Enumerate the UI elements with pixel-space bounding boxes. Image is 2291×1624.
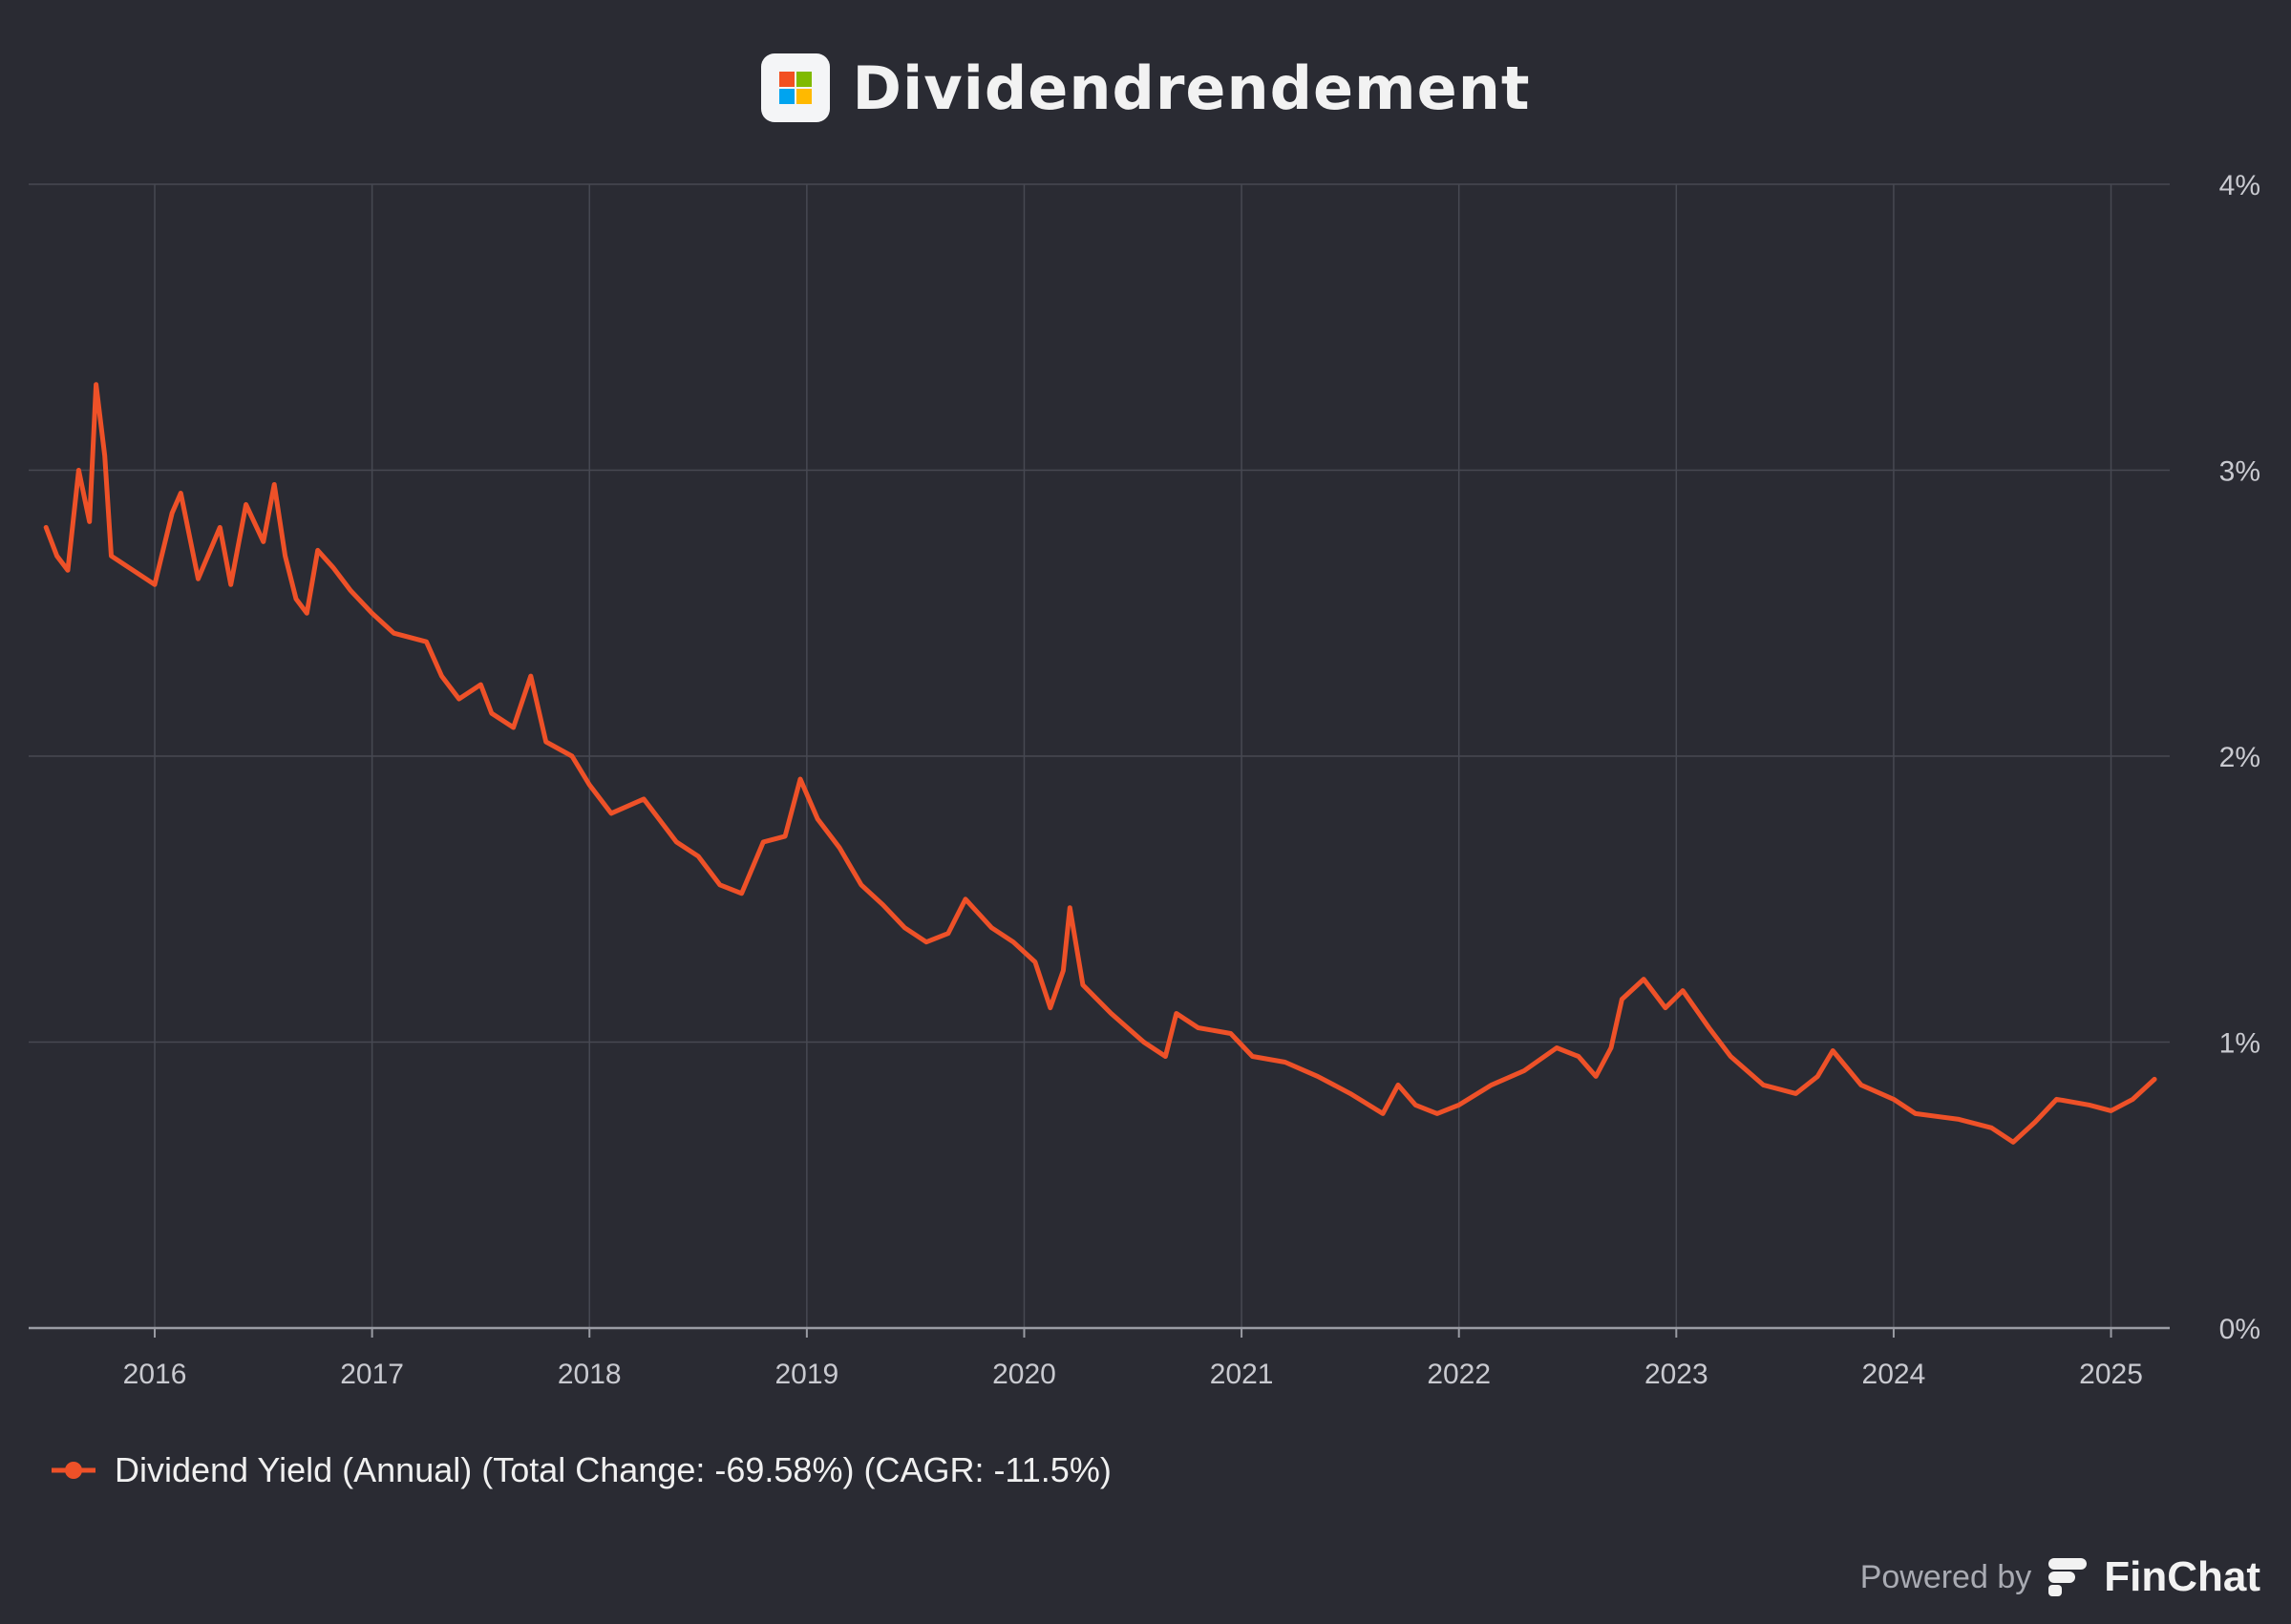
x-tick-label: 2023 [1644,1359,1708,1390]
x-tick-label: 2022 [1427,1359,1491,1390]
powered-by-footer: Powered by FinChat [1860,1550,2260,1604]
microsoft-logo-icon [760,53,830,122]
y-tick-label: 2% [2219,742,2260,773]
finchat-brand[interactable]: FinChat [2104,1553,2260,1600]
line-dot-marker-icon [52,1462,95,1479]
y-tick-label: 4% [2219,170,2260,201]
x-tick-label: 2021 [1210,1359,1274,1390]
x-tick-label: 2017 [340,1359,404,1390]
x-tick-label: 2019 [774,1359,838,1390]
legend[interactable]: Dividend Yield (Annual) (Total Change: -… [50,1444,1112,1497]
x-tick-label: 2016 [123,1359,187,1390]
x-tick-label: 2018 [558,1359,622,1390]
legend-label: Dividend Yield (Annual) (Total Change: -… [115,1450,1112,1489]
x-tick-label: 2025 [2079,1359,2143,1390]
x-tick-label: 2024 [1862,1359,1926,1390]
y-tick-label: 3% [2219,456,2260,488]
powered-by-label: Powered by [1859,1558,2032,1595]
x-tick-label: 2020 [992,1359,1056,1390]
finchat-logo-icon [2048,1558,2088,1596]
y-tick-label: 1% [2219,1028,2260,1060]
chart-header: Dividendrendement [0,50,2291,126]
series-line-dividend-yield [43,382,2157,1145]
y-tick-label: 0% [2219,1314,2260,1345]
chart-title: Dividendrendement [852,53,1531,123]
